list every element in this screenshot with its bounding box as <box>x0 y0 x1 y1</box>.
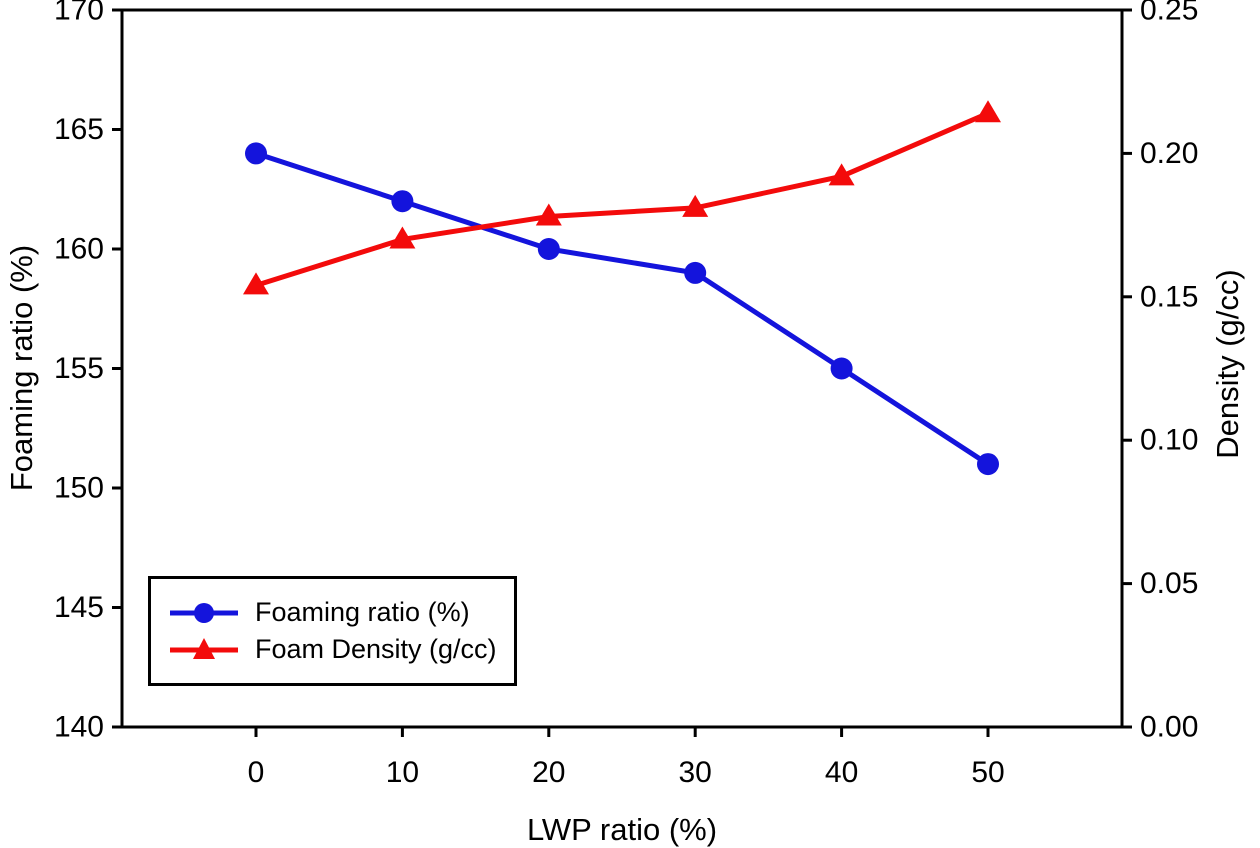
y-axis-right-title: Density (g/cc) <box>1210 269 1245 458</box>
legend: Foaming ratio (%) Foam Density (g/cc) <box>148 576 517 686</box>
y-axis-left-title: Foaming ratio (%) <box>4 245 39 491</box>
series-foam-density-g-cc <box>243 100 1001 295</box>
left-tick-label: 140 <box>54 711 104 744</box>
right-tick-label: 0.25 <box>1140 0 1198 27</box>
legend-label: Foam Density (g/cc) <box>255 634 497 664</box>
x-tick-label: 20 <box>532 756 565 789</box>
left-tick-label: 150 <box>54 472 104 505</box>
foaming-ratio-marker <box>245 142 267 165</box>
foaming-ratio-marker <box>684 261 707 284</box>
left-tick-label: 155 <box>54 352 104 385</box>
foaming-ratio-marker <box>537 238 560 260</box>
left-tick-label: 170 <box>54 0 104 27</box>
foaming-ratio-marker <box>830 357 853 380</box>
right-tick-label: 0.20 <box>1140 137 1198 170</box>
foam-density-g-cc-marker <box>389 226 416 249</box>
right-tick-label: 0.10 <box>1140 424 1198 457</box>
foaming-ratio-legend-marker-icon <box>170 602 238 623</box>
legend-item-foam-density: Foam Density (g/cc) <box>169 631 514 668</box>
foam-density-g-cc-marker <box>682 194 709 217</box>
right-tick-label: 0.15 <box>1140 280 1198 313</box>
left-axis-ticks: 140 145 150 155 160 165 170 <box>54 0 122 744</box>
right-tick-label: 0.00 <box>1140 711 1198 744</box>
x-tick-label: 0 <box>248 756 265 789</box>
foam-density-g-cc-sample-marker <box>193 637 215 659</box>
foaming-ratio-sample-marker <box>194 602 214 623</box>
foam-density-g-cc-marker <box>243 272 269 295</box>
right-tick-label: 0.05 <box>1140 567 1198 600</box>
foam-density-g-cc-marker <box>535 203 562 226</box>
left-tick-label: 160 <box>54 233 104 266</box>
foaming-ratio-line <box>255 151 990 467</box>
x-tick-label: 30 <box>679 756 712 789</box>
foam-density-g-cc-line <box>255 110 989 288</box>
foaming-ratio-marker <box>977 453 999 476</box>
right-axis-ticks: 0.00 0.05 0.10 0.15 0.20 0.25 <box>1122 0 1198 744</box>
series-foaming-ratio <box>245 142 999 476</box>
x-axis-title: LWP ratio (%) <box>527 812 717 847</box>
legend-item-foaming-ratio: Foaming ratio (%) <box>169 594 514 631</box>
data-series <box>243 100 1001 476</box>
foam-density-g-cc-marker <box>828 163 855 186</box>
foaming-ratio-marker <box>391 190 414 213</box>
legend-label: Foaming ratio (%) <box>255 597 470 627</box>
x-tick-label: 10 <box>386 756 419 789</box>
foam-density-g-cc-marker <box>975 100 1001 123</box>
x-tick-label: 40 <box>825 756 858 789</box>
left-tick-label: 165 <box>54 113 104 146</box>
x-tick-label: 50 <box>971 756 1004 789</box>
left-tick-label: 145 <box>54 591 104 624</box>
x-axis-ticks: 0 10 20 30 40 50 <box>248 727 1005 789</box>
foam-density-legend-marker-icon <box>170 637 238 659</box>
